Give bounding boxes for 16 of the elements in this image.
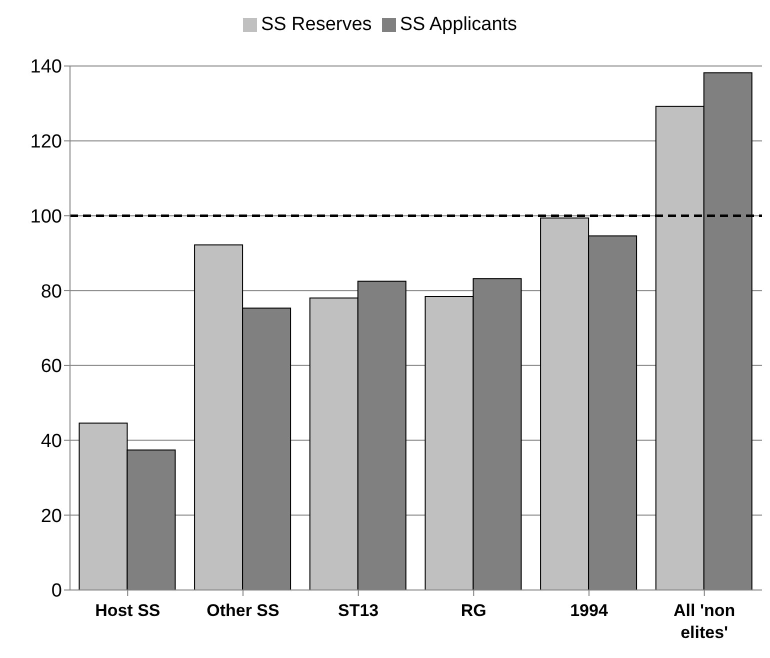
y-tick-label: 0 (51, 580, 62, 602)
legend-label: SS Reserves (260, 14, 372, 35)
x-tick-label: Other SS (206, 601, 280, 620)
x-tick-label: 1994 (570, 601, 608, 620)
y-tick-label: 140 (30, 56, 62, 78)
x-tick-label: All 'non elites' (674, 601, 736, 642)
y-tick-label: 60 (40, 356, 62, 378)
legend-label: SS Applicants (400, 14, 518, 35)
x-tick-label: RG (460, 601, 486, 620)
x-tick-label: Host SS (95, 601, 160, 620)
y-tick-label: 40 (40, 431, 62, 452)
x-tick-label: ST13 (338, 601, 379, 620)
y-tick-label: 120 (30, 132, 62, 153)
y-tick-label: 20 (40, 506, 62, 527)
y-tick-label: 80 (40, 281, 62, 302)
y-tick-label: 100 (30, 206, 62, 228)
